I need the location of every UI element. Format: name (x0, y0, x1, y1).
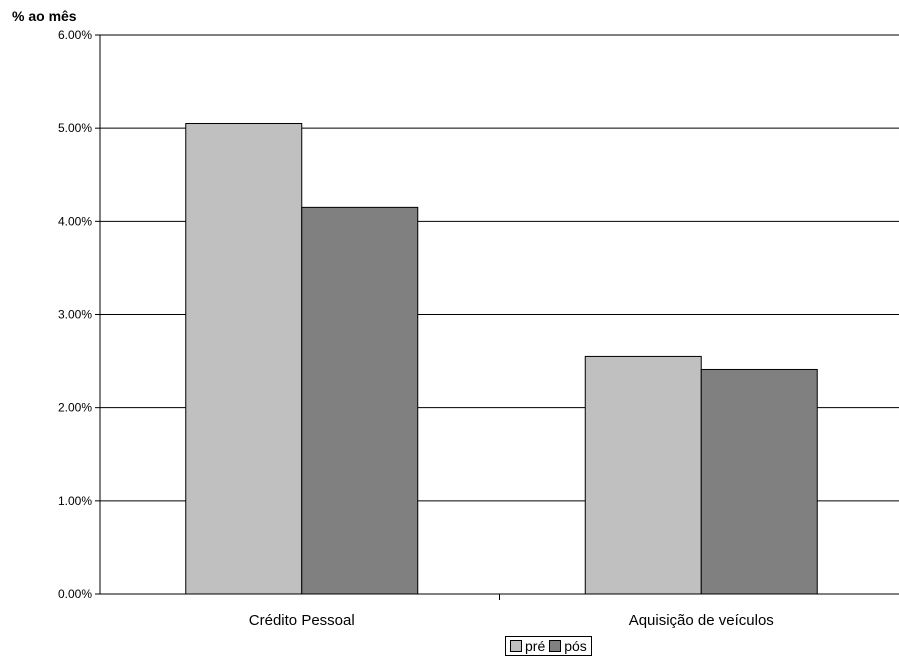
legend-label-pos: pós (564, 638, 587, 654)
y-tick-label: 3.00% (58, 308, 92, 322)
y-tick-label: 2.00% (58, 401, 92, 415)
y-tick-label: 4.00% (58, 214, 92, 228)
legend-label-pre: pré (525, 638, 546, 654)
y-tick-label: 1.00% (58, 494, 92, 508)
y-tick-label: 6.00% (58, 28, 92, 42)
y-axis-label: % ao mês (12, 8, 77, 24)
legend-item-pre: pré (510, 638, 545, 654)
y-tick-label: 0.00% (58, 587, 92, 601)
x-category-label: Aquisição de veículos (629, 612, 774, 629)
bar-pos-1 (700, 368, 818, 595)
bar-pre-0 (185, 123, 303, 595)
y-tick-label: 5.00% (58, 121, 92, 135)
bar-pos-0 (301, 206, 419, 595)
legend-swatch-pos (549, 640, 562, 652)
x-category-label: Crédito Pessoal (249, 612, 355, 629)
legend: pré pós (505, 636, 592, 656)
bar-pre-1 (584, 355, 702, 595)
legend-item-pos: pós (549, 638, 587, 654)
legend-swatch-pre (510, 640, 522, 652)
